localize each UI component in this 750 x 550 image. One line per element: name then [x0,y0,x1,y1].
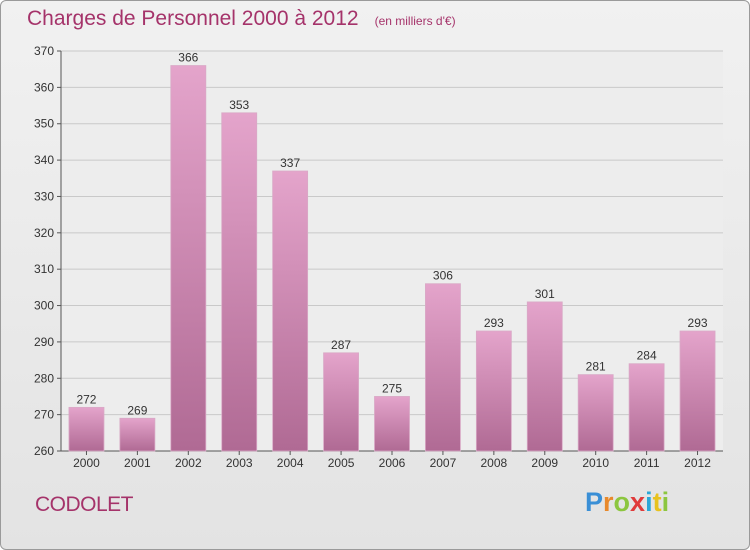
y-tick-label: 360 [34,80,54,94]
x-tick-label: 2009 [531,456,558,470]
bar [475,330,512,452]
logo-letter: o [613,487,631,517]
chart-subtitle: (en milliers d'€) [374,14,456,28]
logo-letter: P [585,487,604,517]
logo-letter: r [603,487,614,517]
chart-title: Charges de Personnel 2000 à 2012 [27,7,359,30]
y-tick-label: 300 [34,299,54,313]
x-tick-label: 2000 [73,456,100,470]
y-tick-label: 260 [34,444,54,458]
y-tick-label: 320 [34,226,54,240]
x-tick-label: 2003 [226,456,253,470]
y-tick-label: 330 [34,189,54,203]
logo-letter: x [630,487,646,517]
bar-value-label: 366 [178,51,198,65]
bar-value-label: 306 [433,269,453,283]
y-tick-label: 350 [34,117,54,131]
bar [170,65,207,452]
y-tick-label: 270 [34,408,54,422]
bar-value-label: 275 [382,381,402,395]
x-tick-label: 2012 [684,456,711,470]
logo-letter: i [661,487,670,517]
commune-name: CODOLET [35,493,134,516]
bar-value-label: 269 [127,403,147,417]
x-tick-label: 2001 [124,456,151,470]
bar-value-label: 293 [688,316,708,330]
y-tick-label: 370 [34,44,54,58]
bar [425,283,461,452]
bar-value-label: 293 [484,316,504,330]
y-tick-label: 310 [34,262,54,276]
chart-title-block: Charges de Personnel 2000 à 2012 (en mill… [27,7,456,31]
x-tick-label: 2004 [277,456,304,470]
bar-value-label: 281 [586,360,606,374]
x-tick-label: 2007 [430,456,457,470]
x-tick-label: 2006 [379,456,406,470]
logo-letter: i [645,487,653,517]
bar [679,330,716,452]
x-tick-label: 2005 [328,456,355,470]
bar [119,417,156,452]
bar [272,170,309,452]
y-tick-label: 290 [34,335,54,349]
bar [323,352,359,452]
bar [628,363,665,452]
x-tick-label: 2010 [582,456,609,470]
y-tick-label: 280 [34,371,54,385]
bar [68,406,105,452]
bar-value-label: 287 [331,338,351,352]
bar-value-label: 301 [535,287,555,301]
x-tick-label: 2002 [175,456,202,470]
x-tick-label: 2011 [634,456,660,470]
logo-letter: t [652,487,662,517]
y-tick-label: 340 [34,153,54,167]
bar [221,112,258,452]
x-tick-label: 2008 [480,456,507,470]
bar-value-label: 284 [637,349,657,363]
bar-value-label: 272 [76,392,96,406]
bar-value-label: 353 [229,98,249,112]
bar [374,396,410,452]
bar [577,374,614,452]
bar [526,301,563,452]
bar-value-label: 337 [280,156,300,170]
proxiti-logo: Proxiti [585,487,669,518]
